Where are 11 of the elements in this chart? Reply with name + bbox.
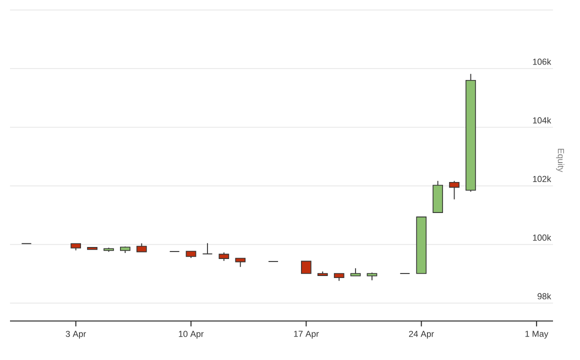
y-tick-label: 100k bbox=[533, 234, 552, 241]
y-tick-label: 98k bbox=[538, 292, 552, 300]
y-axis-title: Equity bbox=[556, 148, 564, 172]
y-tick-label: 102k bbox=[533, 176, 552, 182]
x-tick-label: 24 Apr bbox=[409, 330, 434, 339]
y-tick-label: 106k bbox=[533, 58, 552, 65]
y-tick-label: 104k bbox=[533, 117, 552, 124]
x-tick-label: 10 Apr bbox=[178, 330, 204, 339]
x-tick-label: 3 Apr bbox=[66, 330, 86, 339]
x-tick-label: 1 May bbox=[525, 330, 548, 339]
x-tick-label: 17 Apr bbox=[294, 330, 319, 339]
